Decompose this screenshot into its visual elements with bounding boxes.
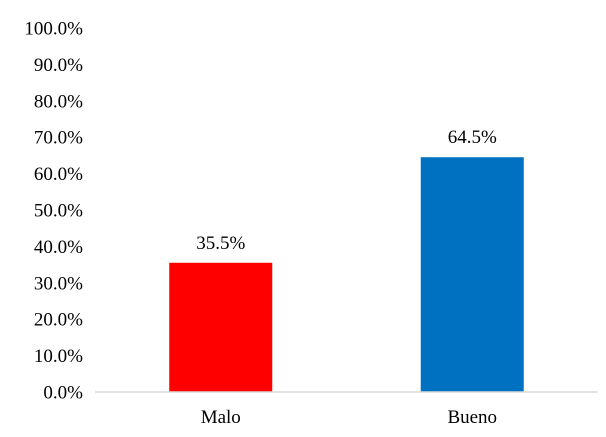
bar-bueno bbox=[420, 157, 524, 392]
y-tick-label: 10.0% bbox=[34, 346, 83, 367]
x-axis-tick-labels: Malo Bueno bbox=[201, 407, 497, 428]
y-tick-label: 90.0% bbox=[34, 55, 83, 76]
data-labels: 35.5% 64.5% bbox=[196, 127, 497, 254]
y-tick-label: 70.0% bbox=[34, 128, 83, 149]
y-tick-label: 60.0% bbox=[34, 164, 83, 185]
y-tick-label: 50.0% bbox=[34, 201, 83, 222]
y-tick-label: 0.0% bbox=[43, 383, 83, 404]
y-tick-label: 30.0% bbox=[34, 273, 83, 294]
bars bbox=[169, 157, 524, 392]
x-tick-label-bueno: Bueno bbox=[447, 407, 497, 428]
x-tick-label-malo: Malo bbox=[201, 407, 241, 428]
y-axis-tick-labels: 0.0% 10.0% 20.0% 30.0% 40.0% 50.0% 60.0% 70.0% 8… bbox=[24, 19, 83, 404]
y-tick-label: 40.0% bbox=[34, 237, 83, 258]
data-label-malo: 35.5% bbox=[196, 233, 245, 254]
y-tick-label: 80.0% bbox=[34, 91, 83, 112]
y-tick-label: 20.0% bbox=[34, 310, 83, 331]
data-label-bueno: 64.5% bbox=[448, 127, 497, 148]
bar-malo bbox=[169, 262, 273, 392]
y-tick-label: 100.0% bbox=[24, 19, 83, 40]
